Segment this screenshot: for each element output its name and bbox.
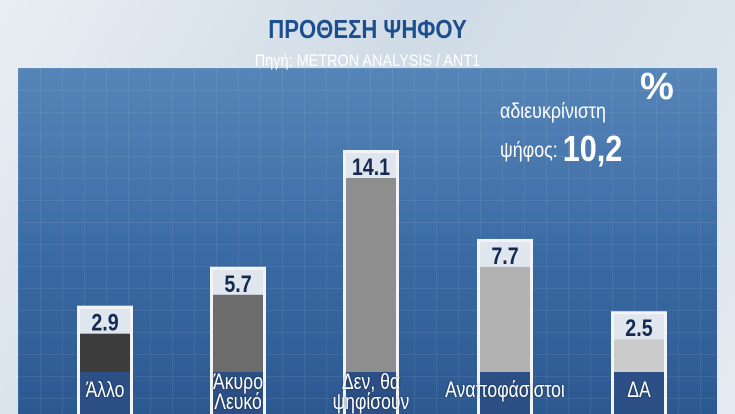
category-label-line: ΔΑ bbox=[627, 377, 651, 402]
bar-base bbox=[213, 372, 263, 414]
bar-fill bbox=[80, 333, 130, 372]
value-box bbox=[346, 153, 396, 179]
bar-base bbox=[480, 372, 530, 414]
category-label: Αναποφάσιστοι bbox=[441, 377, 569, 402]
category-label-line: Άκυρο bbox=[213, 369, 263, 394]
value-box bbox=[480, 241, 530, 267]
category-label-line: Δεν, θα bbox=[341, 369, 401, 394]
bar-fill bbox=[213, 294, 263, 372]
unit-label: % bbox=[640, 66, 674, 108]
value-label: 14.1 bbox=[352, 153, 390, 180]
bar-4: 2.5 bbox=[611, 311, 667, 414]
value-label: 5.7 bbox=[224, 270, 251, 297]
bar-2: 14.1 bbox=[343, 150, 399, 414]
category-label: Άκυρο Λευκό bbox=[174, 369, 302, 414]
category-label: Άλλο bbox=[41, 377, 169, 402]
category-label-line: Άλλο bbox=[85, 377, 125, 402]
annotation-label: ψήφος: bbox=[500, 139, 558, 162]
bar-3: 7.7 bbox=[477, 238, 533, 414]
value-label: 7.7 bbox=[491, 242, 518, 269]
category-label: Δεν, θα ψηφίσουν bbox=[307, 369, 435, 414]
value-box bbox=[80, 308, 130, 334]
value-label: 2.5 bbox=[625, 314, 652, 341]
bar-base bbox=[346, 372, 396, 414]
chart-title: ΠΡΟΘΕΣΗ ΨΗΦΟΥ bbox=[268, 14, 467, 44]
category-label-line: Λευκό bbox=[214, 389, 262, 414]
annotation-line1: αδιευκρίνιστη bbox=[500, 100, 606, 123]
category-label-line: ψηφίσουν bbox=[332, 389, 410, 414]
bar-0: 2.9 bbox=[77, 305, 133, 414]
annotation-line2: ψήφος: 10,2 bbox=[500, 128, 622, 170]
bar-base bbox=[80, 372, 130, 414]
bar-fill bbox=[614, 339, 664, 372]
value-label: 2.9 bbox=[91, 309, 118, 336]
category-label-line: Αναποφάσιστοι bbox=[445, 377, 565, 402]
bar-1: 5.7 bbox=[210, 266, 266, 414]
bar-fill bbox=[346, 178, 396, 372]
annotation-value: 10,2 bbox=[562, 128, 623, 169]
category-label: ΔΑ bbox=[575, 377, 703, 402]
bar-base bbox=[614, 372, 664, 414]
chart-subtitle: Πηγή: METRON ANALYSIS / ANT1 bbox=[254, 51, 481, 70]
value-box bbox=[614, 314, 664, 340]
value-box bbox=[213, 269, 263, 295]
bar-fill bbox=[480, 266, 530, 372]
